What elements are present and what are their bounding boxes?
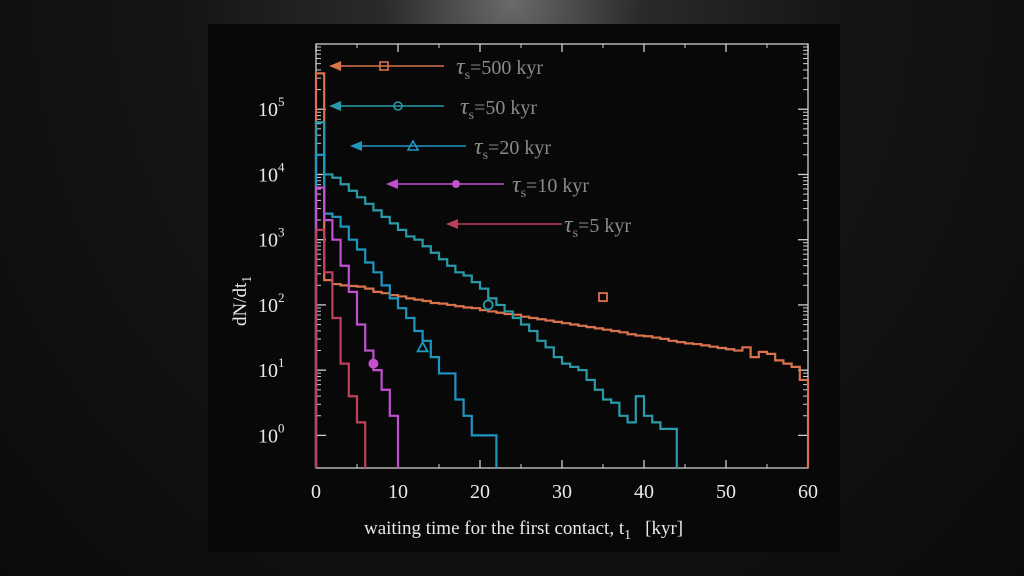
x-axis-label-subscript: 1 bbox=[624, 528, 631, 543]
legend-marker-filled-circle bbox=[452, 180, 460, 188]
waiting-time-chart: 0 10 20 30 40 50 60 100 101 102 103 104 105 τs=500 k… bbox=[230, 43, 818, 543]
legend-label: τs=10 kyr bbox=[512, 172, 589, 201]
legend-marker-circle bbox=[393, 101, 403, 111]
series-line-4 bbox=[314, 228, 367, 468]
x-tick-label: 60 bbox=[798, 481, 818, 503]
legend-arrow-head bbox=[446, 219, 458, 229]
x-axis-label: waiting time for the first contact, t1 [k… bbox=[364, 518, 683, 543]
legend-marker-triangle bbox=[406, 139, 420, 151]
legend-label: τs=500 kyr bbox=[456, 54, 543, 83]
legend-label: τs=50 kyr bbox=[460, 94, 537, 123]
y-tick-label: 105 bbox=[258, 94, 285, 121]
series-line-1 bbox=[314, 121, 678, 468]
legend-arrow-head bbox=[329, 61, 342, 71]
legend-arrow-head bbox=[329, 101, 342, 111]
x-tick-label: 30 bbox=[552, 481, 572, 503]
y-tick-label: 102 bbox=[258, 290, 285, 317]
legend-label: τs=5 kyr bbox=[564, 212, 631, 241]
series-marker-filled-circle bbox=[368, 358, 379, 369]
x-tick-label: 20 bbox=[470, 481, 490, 503]
y-tick-label: 103 bbox=[258, 225, 285, 252]
x-tick-label: 50 bbox=[716, 481, 736, 503]
y-tick-label: 100 bbox=[258, 420, 285, 447]
x-tick-label: 10 bbox=[388, 481, 408, 503]
series-line-0 bbox=[314, 72, 810, 468]
series-marker-square bbox=[598, 292, 608, 302]
x-tick-label: 40 bbox=[634, 481, 654, 503]
legend-marker-square bbox=[379, 61, 389, 71]
y-axis-label: dN/dt1 bbox=[230, 276, 255, 326]
legend-arrow-head bbox=[386, 179, 398, 189]
series-marker-triangle bbox=[416, 340, 430, 353]
chart-panel: 0 10 20 30 40 50 60 100 101 102 103 104 105 τs=500 k… bbox=[208, 24, 840, 552]
series-line-3 bbox=[314, 186, 400, 468]
legend-arrow-head bbox=[350, 141, 362, 151]
y-axis-label-subscript: 1 bbox=[240, 276, 255, 283]
series-line-2 bbox=[314, 153, 498, 468]
x-tick-label: 0 bbox=[311, 481, 321, 503]
series-marker-circle bbox=[482, 299, 494, 311]
y-tick-label: 101 bbox=[258, 355, 285, 382]
y-tick-label: 104 bbox=[258, 159, 285, 186]
legend-label: τs=20 kyr bbox=[474, 134, 551, 163]
